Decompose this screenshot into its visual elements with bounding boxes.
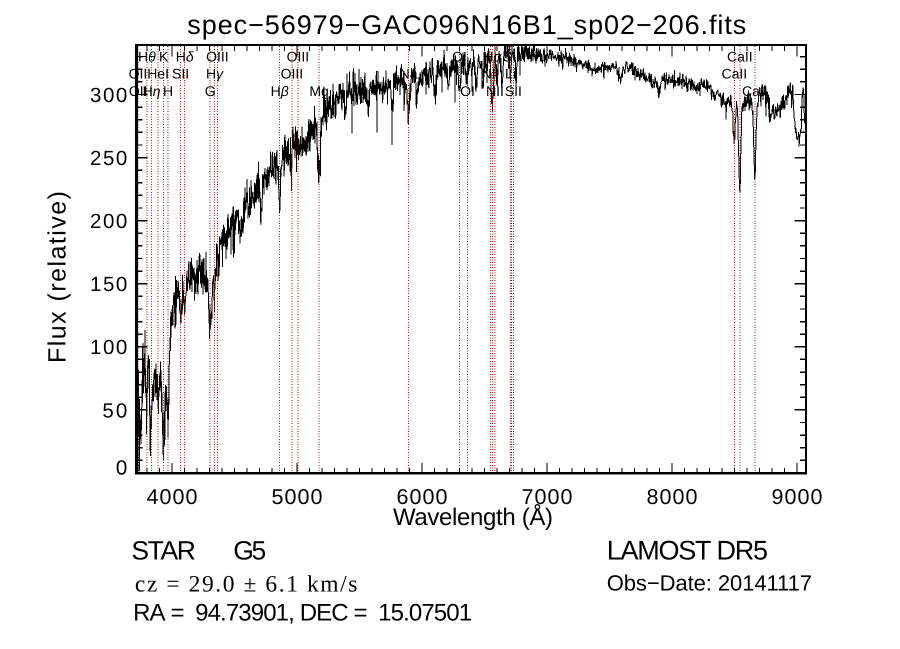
svg-text:Na: Na: [400, 66, 418, 82]
svg-text:spec−56979−GAC096N16B1_sp02−20: spec−56979−GAC096N16B1_sp02−206.fits: [187, 10, 746, 40]
svg-text:OII: OII: [129, 83, 148, 99]
svg-text:5000: 5000: [272, 485, 323, 509]
svg-text:Obs−Date: 20141117: Obs−Date: 20141117: [607, 571, 812, 596]
svg-text:OII: OII: [129, 66, 148, 82]
svg-text:HeI: HeI: [147, 66, 169, 82]
svg-text:LAMOST DR5: LAMOST DR5: [607, 535, 768, 565]
svg-text:cz = 29.0 ± 6.1 km/s: cz = 29.0 ± 6.1 km/s: [135, 571, 358, 597]
svg-text:CaII: CaII: [727, 48, 753, 64]
svg-text:Hη: Hη: [143, 83, 161, 99]
svg-text:Hα: Hα: [483, 48, 502, 64]
svg-text:H: H: [163, 83, 173, 99]
svg-text:300: 300: [90, 84, 127, 107]
svg-text:OIII: OIII: [206, 48, 229, 64]
svg-text:SII: SII: [172, 66, 189, 82]
svg-text:OI: OI: [460, 83, 475, 99]
svg-text:Flux (relative): Flux (relative): [44, 191, 72, 363]
svg-text:OIII: OIII: [287, 48, 310, 64]
svg-text:0: 0: [116, 456, 127, 479]
svg-text:6000: 6000: [397, 485, 448, 509]
svg-text:G5: G5: [233, 535, 266, 565]
svg-text:7000: 7000: [522, 485, 573, 509]
svg-text:RA = 94.73901, DEC = 15.0750: RA = 94.73901, DEC = 15.07501: [133, 600, 472, 627]
svg-text:CaII: CaII: [742, 83, 768, 99]
svg-text:9000: 9000: [772, 485, 823, 509]
svg-text:CaII: CaII: [721, 66, 747, 82]
svg-text:Wavelength (Å): Wavelength (Å): [393, 504, 553, 531]
svg-text:100: 100: [90, 336, 127, 359]
svg-text:Mg: Mg: [309, 83, 328, 99]
svg-text:Hδ: Hδ: [176, 48, 194, 64]
svg-text:STAR: STAR: [131, 535, 196, 565]
svg-text:Li: Li: [505, 66, 516, 82]
svg-text:Hγ: Hγ: [206, 66, 224, 82]
svg-text:K: K: [159, 48, 169, 64]
svg-text:Hβ: Hβ: [271, 83, 289, 99]
svg-text:OIII: OIII: [281, 66, 304, 82]
svg-text:Hθ: Hθ: [138, 48, 156, 64]
svg-text:8000: 8000: [647, 485, 698, 509]
svg-text:NII: NII: [486, 83, 504, 99]
svg-text:G: G: [205, 83, 216, 99]
svg-text:NII: NII: [482, 66, 500, 82]
svg-text:200: 200: [90, 210, 127, 233]
svg-text:150: 150: [90, 273, 127, 296]
svg-text:SII: SII: [503, 48, 520, 64]
svg-text:4000: 4000: [147, 485, 198, 509]
svg-text:OI: OI: [452, 48, 467, 64]
svg-text:250: 250: [90, 147, 127, 170]
svg-text:SII: SII: [505, 83, 522, 99]
